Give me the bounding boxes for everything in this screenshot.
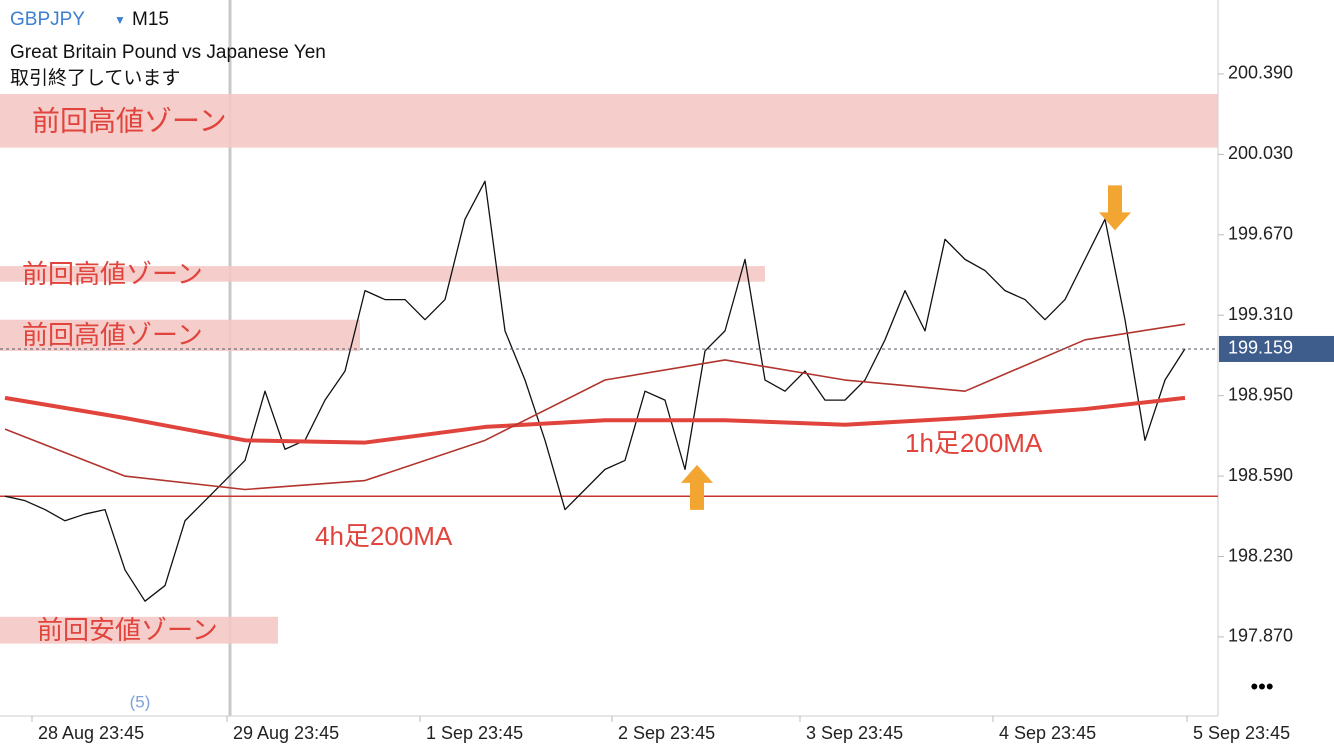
x-tick-label: 5 Sep 23:45 xyxy=(1193,723,1290,743)
arrow xyxy=(1099,185,1131,231)
subtitle: Great Britain Pound vs Japanese Yen xyxy=(10,42,326,63)
zone xyxy=(0,94,1218,148)
zone xyxy=(0,266,765,282)
y-tick-label: 197.870 xyxy=(1228,626,1293,646)
dropdown-icon: ▼ xyxy=(114,13,126,27)
zone-label: 前回安値ゾーン xyxy=(37,615,218,645)
x-tick-label: 29 Aug 23:45 xyxy=(233,723,339,743)
y-tick-label: 200.030 xyxy=(1228,143,1293,163)
price-line xyxy=(4,395,1186,445)
zone xyxy=(0,319,360,351)
hline-label: 4h足200MA xyxy=(315,521,453,551)
x-tick-label: 4 Sep 23:45 xyxy=(999,723,1096,743)
zone-label: 前回高値ゾーン xyxy=(22,259,203,289)
zone-label: 前回高値ゾーン xyxy=(22,320,203,350)
series-label: 1h足200MA xyxy=(905,428,1043,458)
x-tick-label: 28 Aug 23:45 xyxy=(38,723,144,743)
symbol: GBPJPY xyxy=(10,9,85,30)
arrow xyxy=(681,464,713,510)
zone-label: 前回高値ゾーン xyxy=(32,105,227,136)
x-tick-label: 2 Sep 23:45 xyxy=(618,723,715,743)
y-tick-label: 198.590 xyxy=(1228,465,1293,485)
y-tick-label: 198.950 xyxy=(1228,384,1293,404)
zone xyxy=(0,616,278,644)
price-line xyxy=(4,323,1186,491)
y-tick-label: 200.390 xyxy=(1228,63,1293,83)
period-note: (5) xyxy=(130,692,151,711)
last-price-label: 199.159 xyxy=(1228,338,1293,358)
y-tick-label: 199.670 xyxy=(1228,224,1293,244)
timeframe: M15 xyxy=(132,9,169,30)
y-tick-label: 198.230 xyxy=(1228,545,1293,565)
x-tick-label: 3 Sep 23:45 xyxy=(806,723,903,743)
price-line xyxy=(4,180,1186,602)
y-tick-label: 199.310 xyxy=(1228,304,1293,324)
status: 取引終了しています xyxy=(10,67,180,89)
last-price-box xyxy=(1219,335,1334,362)
x-tick-label: 1 Sep 23:45 xyxy=(426,723,523,743)
menu-icon[interactable]: ••• xyxy=(1250,674,1273,699)
